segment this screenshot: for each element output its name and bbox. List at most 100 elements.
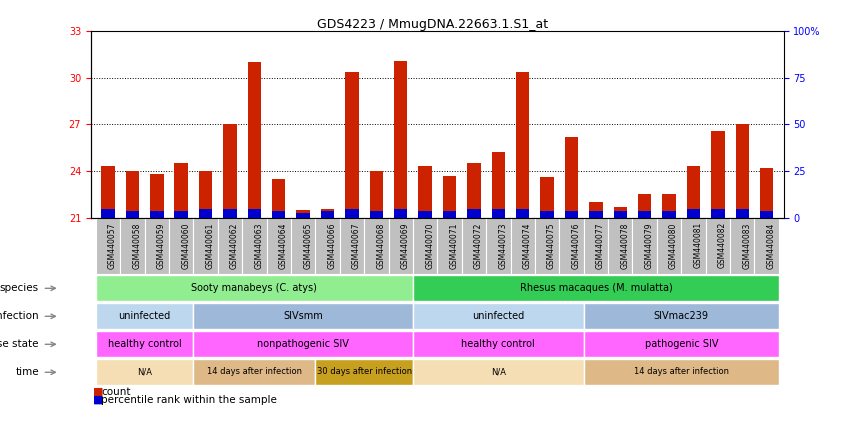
Bar bbox=[462, 218, 486, 274]
Text: uninfected: uninfected bbox=[472, 311, 525, 321]
Bar bbox=[711, 209, 725, 218]
Bar bbox=[413, 303, 584, 329]
Bar bbox=[706, 218, 730, 274]
Text: GSM440059: GSM440059 bbox=[157, 222, 165, 269]
Text: infection: infection bbox=[0, 311, 39, 321]
Bar bbox=[346, 71, 359, 209]
Bar bbox=[145, 218, 169, 274]
Bar bbox=[242, 218, 267, 274]
Bar bbox=[516, 71, 529, 209]
Text: SIVmac239: SIVmac239 bbox=[654, 311, 708, 321]
Bar bbox=[614, 207, 627, 218]
Bar bbox=[315, 359, 413, 385]
Bar bbox=[199, 209, 212, 218]
Bar bbox=[608, 218, 632, 274]
Bar bbox=[511, 218, 535, 274]
Bar bbox=[565, 211, 578, 218]
Text: ■: ■ bbox=[93, 387, 103, 397]
Bar bbox=[443, 211, 456, 218]
Bar bbox=[662, 194, 675, 211]
Bar bbox=[760, 211, 773, 218]
Bar bbox=[96, 218, 120, 274]
Text: ■: ■ bbox=[93, 395, 103, 404]
Bar bbox=[413, 331, 584, 357]
Bar bbox=[565, 137, 578, 211]
Bar bbox=[346, 209, 359, 218]
Bar bbox=[248, 62, 261, 209]
Text: N/A: N/A bbox=[137, 367, 152, 376]
Text: time: time bbox=[16, 367, 39, 377]
Text: GSM440072: GSM440072 bbox=[474, 222, 483, 269]
Text: GSM440082: GSM440082 bbox=[718, 222, 727, 269]
Text: nonpathogenic SIV: nonpathogenic SIV bbox=[257, 339, 349, 349]
Bar bbox=[614, 207, 627, 211]
Text: count: count bbox=[101, 387, 131, 397]
Text: GSM440071: GSM440071 bbox=[449, 222, 458, 269]
Bar bbox=[320, 209, 334, 218]
Bar bbox=[315, 218, 339, 274]
Bar bbox=[126, 171, 139, 211]
Text: species: species bbox=[0, 283, 39, 293]
Text: disease state: disease state bbox=[0, 339, 39, 349]
Text: pathogenic SIV: pathogenic SIV bbox=[644, 339, 718, 349]
Bar bbox=[682, 218, 706, 274]
Text: healthy control: healthy control bbox=[107, 339, 182, 349]
Bar bbox=[296, 213, 310, 218]
Bar bbox=[394, 209, 407, 218]
Text: 14 days after infection: 14 days after infection bbox=[207, 367, 302, 376]
Bar bbox=[370, 171, 383, 211]
Text: uninfected: uninfected bbox=[119, 311, 171, 321]
Bar bbox=[638, 194, 651, 211]
Text: GSM440057: GSM440057 bbox=[108, 222, 117, 269]
Text: GSM440078: GSM440078 bbox=[620, 222, 630, 269]
Bar bbox=[418, 166, 432, 211]
Bar bbox=[223, 124, 236, 209]
Bar bbox=[339, 218, 364, 274]
Text: GSM440077: GSM440077 bbox=[596, 222, 604, 269]
Bar bbox=[662, 211, 675, 218]
Bar bbox=[193, 359, 315, 385]
Bar bbox=[589, 211, 603, 218]
Text: N/A: N/A bbox=[491, 367, 506, 376]
Text: Rhesus macaques (M. mulatta): Rhesus macaques (M. mulatta) bbox=[520, 283, 672, 293]
Bar bbox=[687, 209, 701, 218]
Bar bbox=[584, 359, 779, 385]
Text: 30 days after infection: 30 days after infection bbox=[317, 367, 411, 376]
Text: GSM440080: GSM440080 bbox=[669, 222, 678, 269]
Bar bbox=[584, 218, 608, 274]
Text: GSM440058: GSM440058 bbox=[132, 222, 141, 269]
Bar bbox=[394, 61, 407, 209]
Bar bbox=[492, 152, 505, 209]
Bar bbox=[584, 331, 779, 357]
Text: GSM440076: GSM440076 bbox=[572, 222, 580, 269]
Text: GSM440074: GSM440074 bbox=[523, 222, 532, 269]
Text: GSM440060: GSM440060 bbox=[181, 222, 191, 269]
Bar bbox=[559, 218, 584, 274]
Bar bbox=[389, 218, 413, 274]
Text: GSM440061: GSM440061 bbox=[205, 222, 215, 269]
Bar bbox=[101, 166, 114, 209]
Bar bbox=[735, 209, 749, 218]
Text: GSM440083: GSM440083 bbox=[742, 222, 752, 269]
Bar bbox=[272, 211, 286, 218]
Bar bbox=[217, 218, 242, 274]
Bar bbox=[320, 209, 334, 211]
Text: healthy control: healthy control bbox=[462, 339, 535, 349]
Text: GSM440065: GSM440065 bbox=[303, 222, 312, 269]
Bar bbox=[760, 168, 773, 211]
Bar bbox=[540, 211, 554, 218]
Text: GSM440079: GSM440079 bbox=[644, 222, 654, 269]
Bar bbox=[711, 131, 725, 209]
Bar bbox=[418, 211, 432, 218]
Bar bbox=[492, 209, 505, 218]
Text: SIVsmm: SIVsmm bbox=[283, 311, 323, 321]
Bar bbox=[126, 211, 139, 218]
Text: GSM440075: GSM440075 bbox=[547, 222, 556, 269]
Bar bbox=[468, 163, 481, 209]
Bar bbox=[96, 275, 413, 301]
Bar bbox=[516, 209, 529, 218]
Bar bbox=[193, 303, 413, 329]
Text: GSM440073: GSM440073 bbox=[498, 222, 507, 269]
Bar bbox=[437, 218, 462, 274]
Bar bbox=[754, 218, 779, 274]
